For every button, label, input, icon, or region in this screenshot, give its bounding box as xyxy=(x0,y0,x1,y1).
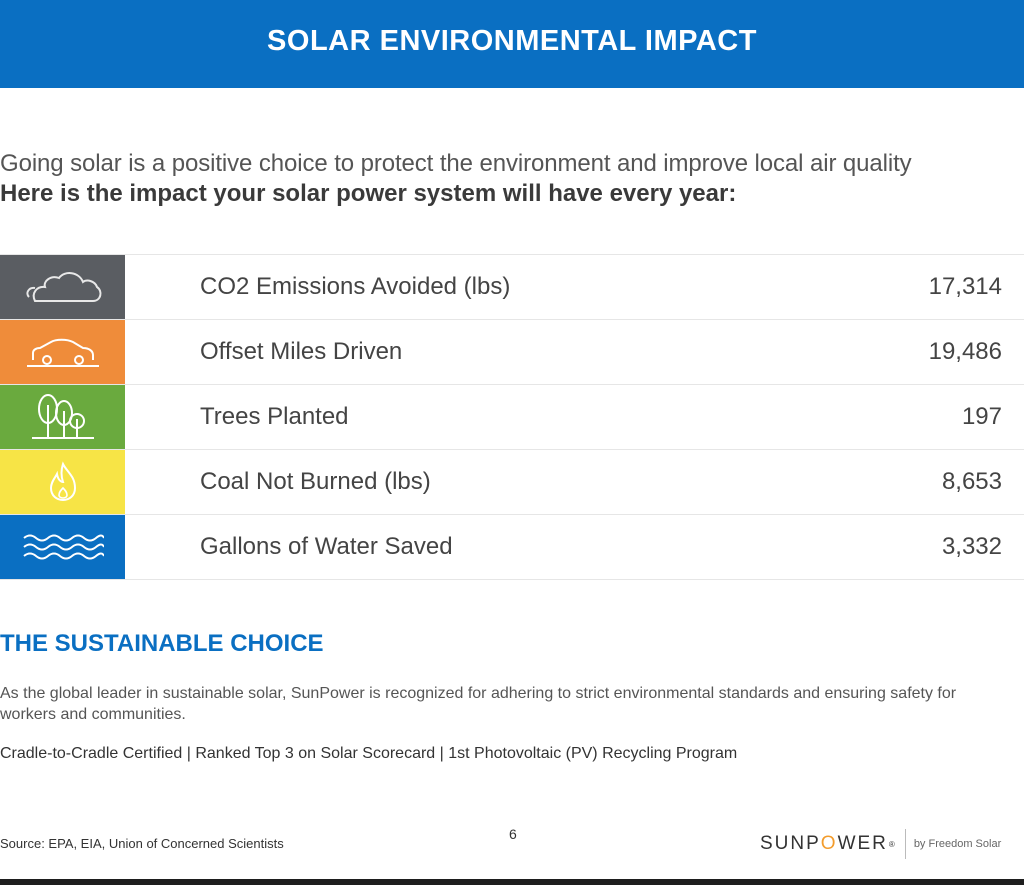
flame-icon xyxy=(49,461,76,502)
source-note: Source: EPA, EIA, Union of Concerned Sci… xyxy=(0,836,284,851)
row-label: Coal Not Burned (lbs) xyxy=(200,468,431,495)
page-title: SOLAR ENVIRONMENTAL IMPACT xyxy=(267,24,757,57)
row-label: Gallons of Water Saved xyxy=(200,533,453,560)
bottom-bar xyxy=(0,879,1024,885)
impact-row-miles: Offset Miles Driven 19,486 xyxy=(0,319,1024,384)
row-value: 19,486 xyxy=(928,338,1002,365)
row-label: CO2 Emissions Avoided (lbs) xyxy=(200,273,511,300)
page-header: SOLAR ENVIRONMENTAL IMPACT xyxy=(0,0,1024,88)
row-icon-box xyxy=(0,385,125,449)
trees-icon xyxy=(31,394,94,439)
certifications-text: Cradle-to-Cradle Certified | Ranked Top … xyxy=(0,745,738,762)
section-body: As the global leader in sustainable sola… xyxy=(0,685,957,723)
row-value: 197 xyxy=(961,403,1002,430)
cloud-icon xyxy=(25,272,101,302)
row-icon-box xyxy=(0,255,125,319)
impact-table: CO2 Emissions Avoided (lbs) 17,314 Offse… xyxy=(0,254,1024,580)
row-icon-box xyxy=(0,450,125,514)
row-label: Offset Miles Driven xyxy=(200,338,403,365)
intro-line-2: Here is the impact your solar power syst… xyxy=(0,180,737,207)
row-icon-box xyxy=(0,515,125,579)
page-number: 6 xyxy=(509,826,517,842)
impact-row-trees: Trees Planted 197 xyxy=(0,384,1024,449)
water-icon xyxy=(22,534,104,560)
row-icon-box xyxy=(0,320,125,384)
impact-row-co2: CO2 Emissions Avoided (lbs) 17,314 xyxy=(0,254,1024,319)
row-value: 17,314 xyxy=(928,273,1002,300)
row-value: 8,653 xyxy=(941,468,1002,495)
row-label: Trees Planted xyxy=(200,403,349,430)
impact-row-coal: Coal Not Burned (lbs) 8,653 xyxy=(0,449,1024,514)
car-icon xyxy=(26,338,99,367)
logo-subtitle: by Freedom Solar xyxy=(913,838,1002,850)
impact-row-water: Gallons of Water Saved 3,332 xyxy=(0,514,1024,580)
logo-wordmark: SUNPOWER xyxy=(760,833,888,854)
row-value: 3,332 xyxy=(941,533,1002,560)
sunpower-logo: SUNPOWER ® by Freedom Solar xyxy=(760,828,1001,860)
logo-divider xyxy=(904,829,906,859)
registered-mark: ® xyxy=(888,839,895,849)
intro-line-1: Going solar is a positive choice to prot… xyxy=(0,150,912,177)
section-title: THE SUSTAINABLE CHOICE xyxy=(0,630,324,657)
